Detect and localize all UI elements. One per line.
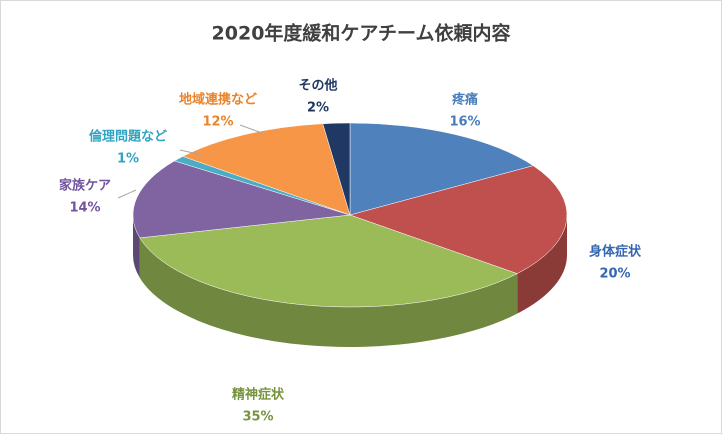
data-label-name: その他 [298,78,337,94]
data-label-name: 倫理問題など [89,129,167,145]
slice-side [517,215,567,314]
data-label-name: 身体症状 [589,244,642,260]
data-label-value: 14% [69,201,100,216]
leader-line [117,189,137,199]
data-label-value: 12% [202,115,233,130]
leader-line [239,124,263,134]
slice [349,122,534,216]
leader-line [179,149,203,156]
data-label-name: 地域連携など [179,92,257,108]
data-label-value: 16% [449,115,480,130]
data-label-value: 2% [307,101,329,116]
data-label-value: 35% [242,410,273,425]
slice [349,165,568,274]
slice [322,122,351,216]
data-label-name: 疼痛 [452,92,478,108]
data-label-name: 精神症状 [232,387,285,403]
slice-side [139,237,518,347]
slice [139,214,518,308]
chart-title: 2020年度緩和ケアチーム依頼内容 [212,22,511,45]
data-label-name: 家族ケア [59,178,111,194]
slice [132,160,351,239]
slice-side [133,215,140,278]
data-label-value: 1% [117,152,139,167]
data-label-value: 20% [599,267,630,282]
